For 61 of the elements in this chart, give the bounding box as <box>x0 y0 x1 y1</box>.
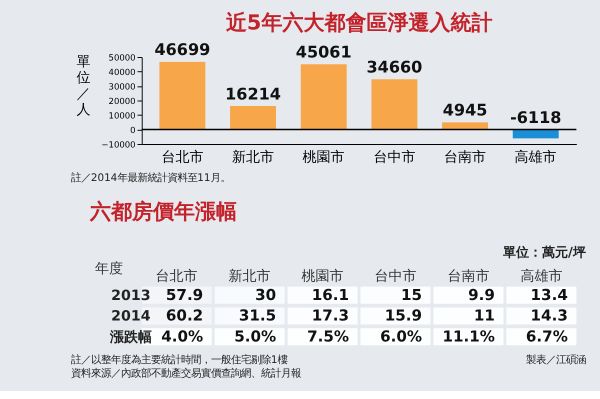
data-label: 13.4 <box>530 286 568 304</box>
data-label: 14.3 <box>530 306 568 325</box>
chart-subtitle: 單位：萬元/坪 <box>502 245 586 260</box>
chart-title: 近5年六大都會區淨遷入統計 <box>224 10 492 35</box>
y-tick-label: 50000 <box>108 53 136 64</box>
data-label: 9.9 <box>468 286 495 304</box>
x-tick-label: 高雄市 <box>514 149 557 166</box>
data-label: 5.0% <box>234 327 276 346</box>
data-label: 11.1% <box>442 327 495 346</box>
chart-title: 六都房價年漲幅 <box>88 200 237 224</box>
data-label: 11 <box>474 306 495 325</box>
data-label: 7.5% <box>307 327 350 346</box>
y-tick-label: 20000 <box>108 96 136 107</box>
data-label: 30 <box>255 286 276 304</box>
y-axis-title: 單位／人 <box>76 54 91 118</box>
data-label: 6.7% <box>526 327 568 346</box>
y-tick-label: −10000 <box>101 140 136 150</box>
y-axis-title: 年度 <box>95 260 124 277</box>
data-label: 57.9 <box>166 286 204 304</box>
data-label: 31.5 <box>238 306 276 325</box>
text: 註／2014年最新統計資料至11月。 <box>70 172 230 184</box>
data-label: 4.0% <box>161 327 204 346</box>
x-tick-label: 新北市 <box>232 149 274 166</box>
data-label: 60.2 <box>166 306 204 325</box>
bar <box>159 62 206 130</box>
bar <box>230 106 276 130</box>
data-label: 4945 <box>442 100 488 120</box>
x-tick-label: 桃園市 <box>302 268 344 285</box>
x-tick-label: 台北市 <box>156 268 198 285</box>
data-label: 6.0% <box>380 327 422 346</box>
x-tick-label: 台南市 <box>447 268 490 285</box>
data-label: 17.3 <box>312 306 350 325</box>
bar <box>371 79 418 130</box>
data-label: 45061 <box>296 42 352 62</box>
x-tick-label: 台中市 <box>374 268 417 285</box>
text: 註／以整年度為主要統計時間，一般住宅剔除1樓 <box>70 354 288 366</box>
y-tick-label: 10000 <box>108 111 136 122</box>
x-tick-label: 台中市 <box>373 149 416 166</box>
x-tick-label: 台南市 <box>444 149 486 166</box>
y-tick-label: 40000 <box>108 68 136 78</box>
data-label: 16214 <box>225 84 281 104</box>
bar <box>512 130 559 138</box>
data-label: 46699 <box>154 40 210 60</box>
data-label: -6118 <box>510 108 562 127</box>
text: 製表／江碩涵 <box>526 354 586 366</box>
y-tick-label: 2014 <box>111 308 151 325</box>
x-tick-label: 桃園市 <box>302 149 345 166</box>
y-tick-label: 漲跌幅 <box>108 329 152 346</box>
source-note: 資料來源／內政部不動產交易實價查詢網、統計月報 <box>70 367 301 380</box>
x-tick-label: 台北市 <box>161 149 204 166</box>
y-tick-label: 30000 <box>108 82 136 92</box>
x-tick-label: 高雄市 <box>520 268 562 285</box>
bar <box>300 64 347 130</box>
data-label: 15.9 <box>384 306 422 325</box>
y-tick-label: 2013 <box>111 288 151 304</box>
y-tick-label: 0 <box>130 126 136 136</box>
bar <box>442 122 488 130</box>
data-label: 15 <box>400 286 422 304</box>
data-label: 16.1 <box>312 286 350 304</box>
x-tick-label: 新北市 <box>228 268 271 285</box>
data-label: 34660 <box>366 58 422 77</box>
